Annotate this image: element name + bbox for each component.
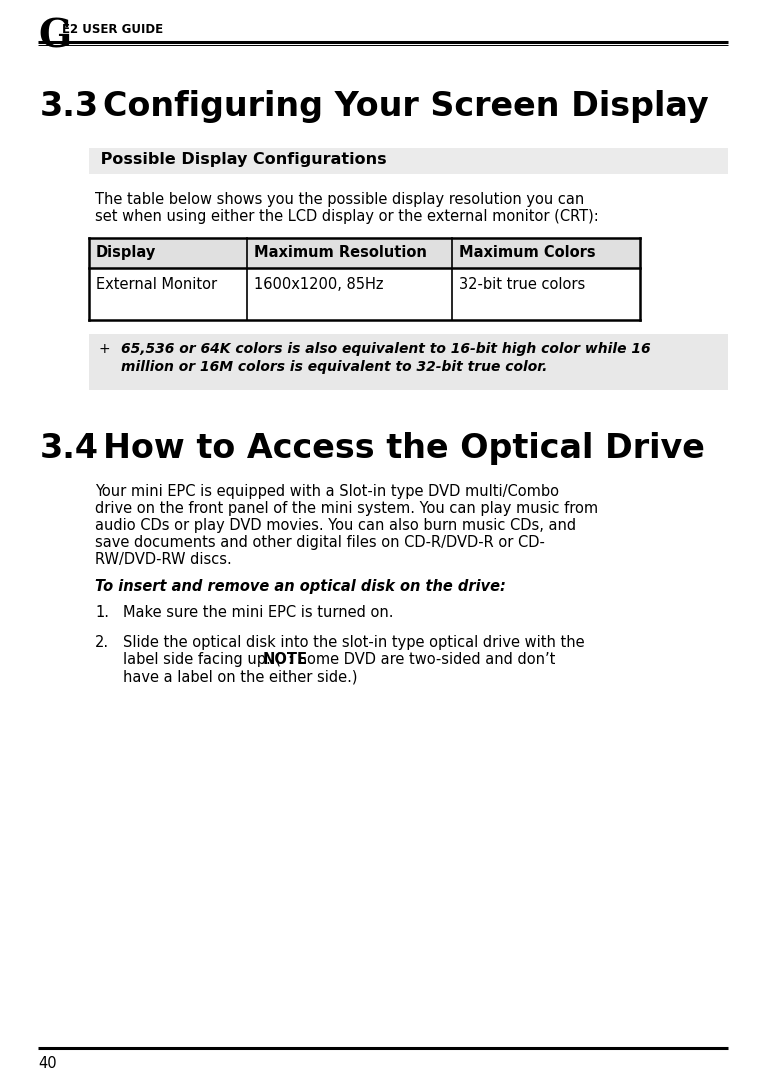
Text: Maximum Resolution: Maximum Resolution: [254, 245, 427, 260]
Text: save documents and other digital files on CD-R/DVD-R or CD-: save documents and other digital files o…: [95, 535, 545, 550]
Text: audio CDs or play DVD movies. You can also burn music CDs, and: audio CDs or play DVD movies. You can al…: [95, 518, 576, 534]
Text: 1.: 1.: [95, 605, 109, 620]
Text: G: G: [38, 17, 72, 55]
Text: To insert and remove an optical disk on the drive:: To insert and remove an optical disk on …: [95, 579, 506, 594]
Text: External Monitor: External Monitor: [96, 276, 217, 292]
Text: 40: 40: [38, 1056, 56, 1071]
Text: Slide the optical disk into the slot-in type optical drive with the: Slide the optical disk into the slot-in …: [123, 635, 584, 650]
Text: Maximum Colors: Maximum Colors: [459, 245, 596, 260]
Text: 2.: 2.: [95, 635, 109, 650]
Text: have a label on the either side.): have a label on the either side.): [123, 669, 358, 684]
Text: 65,536 or 64K colors is also equivalent to 16-bit high color while 16: 65,536 or 64K colors is also equivalent …: [121, 342, 651, 356]
Text: Configuring Your Screen Display: Configuring Your Screen Display: [103, 90, 708, 123]
Text: The table below shows you the possible display resolution you can: The table below shows you the possible d…: [95, 192, 584, 207]
Text: NOTE: NOTE: [262, 652, 307, 667]
Text: 1600x1200, 85Hz: 1600x1200, 85Hz: [254, 276, 384, 292]
Text: +: +: [99, 342, 110, 356]
Text: 32-bit true colors: 32-bit true colors: [459, 276, 585, 292]
Text: million or 16M colors is equivalent to 32-bit true color.: million or 16M colors is equivalent to 3…: [121, 360, 547, 374]
Text: drive on the front panel of the mini system. You can play music from: drive on the front panel of the mini sys…: [95, 501, 598, 516]
Text: : Some DVD are two-sided and don’t: : Some DVD are two-sided and don’t: [288, 652, 555, 667]
Bar: [89, 334, 728, 390]
Text: label side facing up. (: label side facing up. (: [123, 652, 281, 667]
Bar: [89, 238, 640, 268]
Text: set when using either the LCD display or the external monitor (CRT):: set when using either the LCD display or…: [95, 210, 599, 224]
Bar: [89, 148, 728, 174]
Text: 3.3: 3.3: [40, 90, 99, 123]
Text: Display: Display: [96, 245, 156, 260]
Text: 3.4: 3.4: [40, 432, 99, 465]
Text: Make sure the mini EPC is turned on.: Make sure the mini EPC is turned on.: [123, 605, 393, 620]
Text: RW/DVD-RW discs.: RW/DVD-RW discs.: [95, 552, 232, 567]
Text: E2 USER GUIDE: E2 USER GUIDE: [62, 23, 163, 36]
Text: How to Access the Optical Drive: How to Access the Optical Drive: [103, 432, 705, 465]
Text: Your mini EPC is equipped with a Slot-in type DVD multi/Combo: Your mini EPC is equipped with a Slot-in…: [95, 484, 559, 499]
Text: Possible Display Configurations: Possible Display Configurations: [95, 152, 387, 167]
